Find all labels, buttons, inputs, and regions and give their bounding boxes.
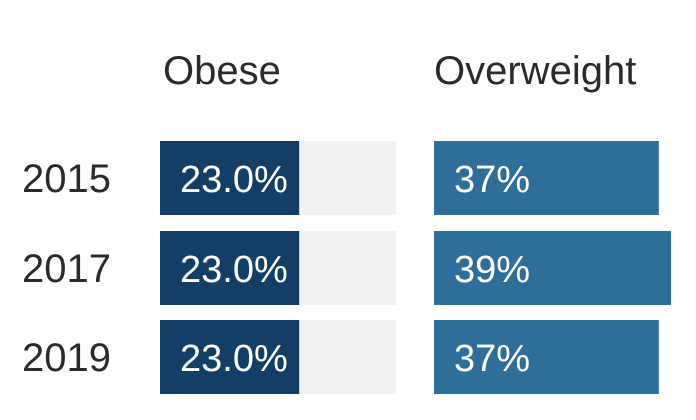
bar-obese-2017 [160, 231, 300, 305]
year-label-2017: 2017 [22, 247, 111, 291]
bar-overweight-2017 [434, 231, 671, 305]
bar-obese-2019 [160, 320, 300, 394]
bar-label-overweight-2015: 37% [454, 159, 530, 201]
bar-label-overweight-2019: 37% [454, 338, 530, 380]
bar-label-obese-2015: 23.0% [180, 159, 288, 201]
column-title-obese: Obese [163, 49, 281, 93]
bar-label-obese-2019: 23.0% [180, 338, 288, 380]
year-label-2015: 2015 [22, 157, 111, 201]
year-label-2019: 2019 [22, 336, 111, 380]
column-title-overweight: Overweight [434, 49, 636, 93]
bar-overweight-2015 [434, 141, 659, 215]
bar-label-obese-2017: 23.0% [180, 249, 288, 291]
bar-overweight-2019 [434, 320, 659, 394]
bar-label-overweight-2017: 39% [454, 249, 530, 291]
bar-obese-2015 [160, 141, 300, 215]
